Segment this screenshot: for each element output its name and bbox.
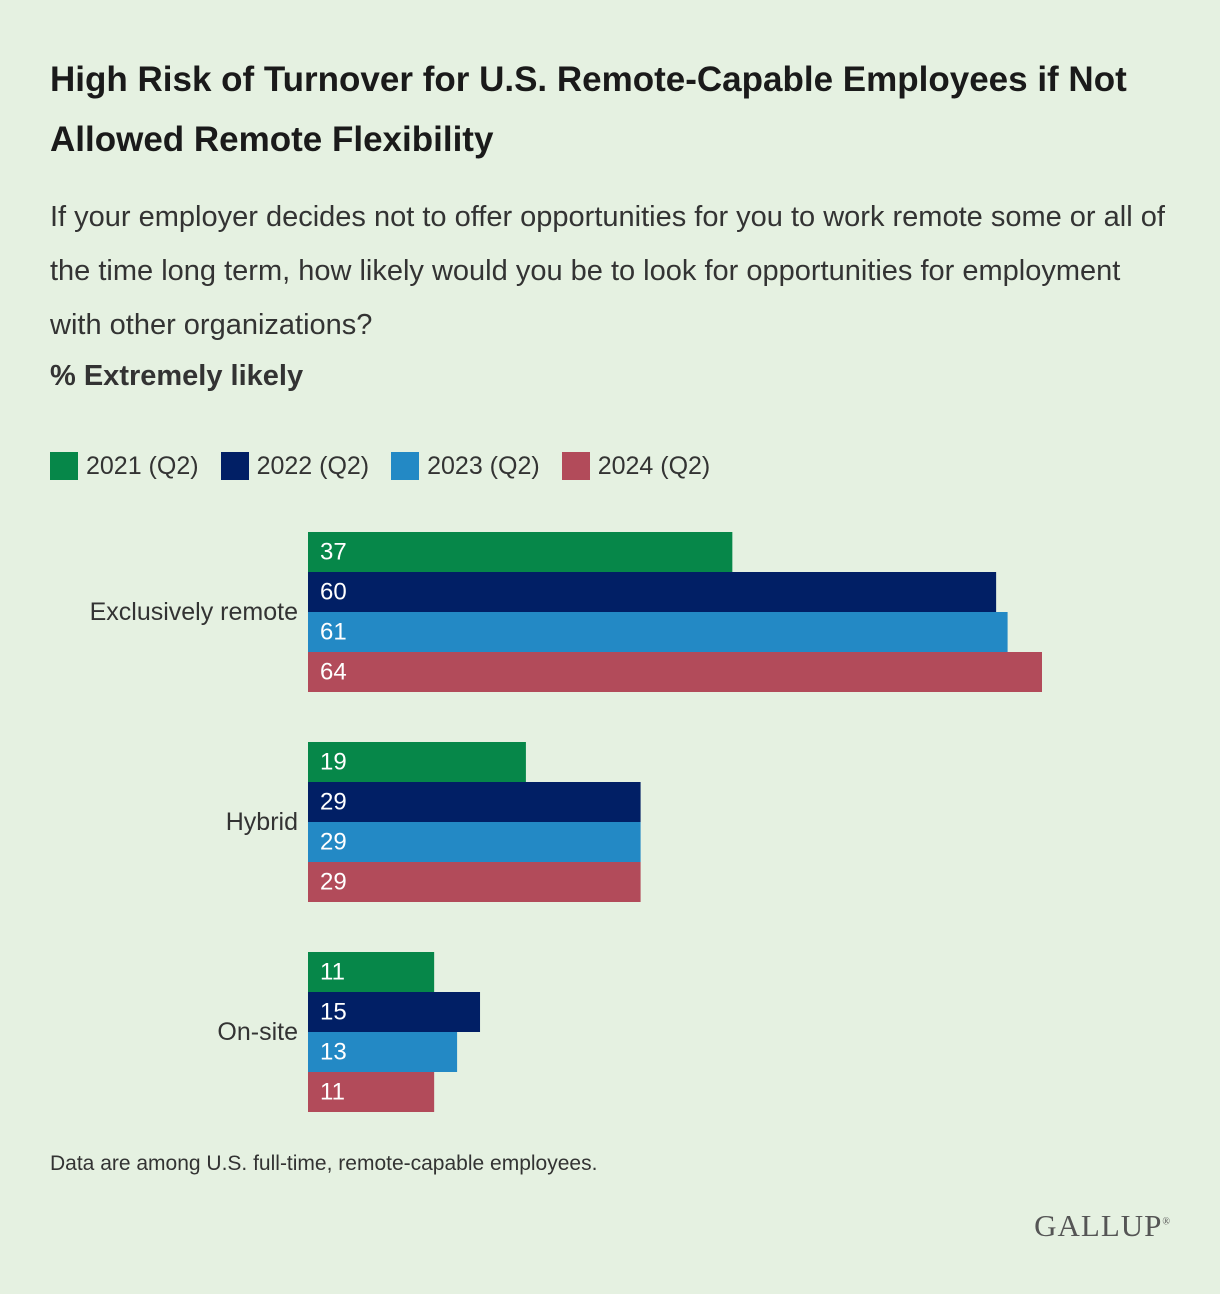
legend-swatch-2023 xyxy=(391,452,420,480)
bar-on-site-3 xyxy=(308,1072,435,1112)
bar-value-label: 64 xyxy=(320,659,347,686)
bar-value-label: 13 xyxy=(320,1039,347,1066)
bar-value-label: 29 xyxy=(320,869,347,896)
legend-item-2023: 2023 (Q2) xyxy=(391,452,540,481)
chart-title: High Risk of Turnover for U.S. Remote-Ca… xyxy=(50,60,1127,159)
bar-on-site-2 xyxy=(308,1032,458,1072)
unit-label: % Extremely likely xyxy=(50,360,304,392)
bar-exclusively-remote-0 xyxy=(308,532,733,572)
bar-value-label: 60 xyxy=(320,579,347,606)
bar-value-label: 19 xyxy=(320,749,347,776)
bar-value-label: 11 xyxy=(320,959,345,986)
bar-on-site-1 xyxy=(308,992,481,1032)
category-label-hybrid: Hybrid xyxy=(226,808,298,836)
bar-exclusively-remote-1 xyxy=(308,572,997,612)
footnote: Data are among U.S. full-time, remote-ca… xyxy=(50,1152,598,1175)
legend-label-2023: 2023 (Q2) xyxy=(427,451,540,480)
bar-value-label: 11 xyxy=(320,1079,345,1106)
logo-text: GALLUP xyxy=(1034,1208,1163,1243)
bar-exclusively-remote-2 xyxy=(308,612,1008,652)
registered-mark: ® xyxy=(1162,1216,1170,1228)
bar-exclusively-remote-3 xyxy=(308,652,1042,692)
legend-swatch-2021 xyxy=(50,452,78,480)
legend-swatch-2024 xyxy=(561,452,590,480)
bar-value-label: 29 xyxy=(320,829,347,856)
legend: 2021 (Q2) 2022 (Q2) 2023 (Q2) 2024 (Q2) xyxy=(50,448,732,484)
category-label-on-site: On-site xyxy=(217,1018,298,1046)
legend-item-2021: 2021 (Q2) xyxy=(50,452,199,481)
chart-subtitle: If your employer decides not to offer op… xyxy=(50,201,1165,341)
bar-value-label: 61 xyxy=(320,619,347,646)
bar-value-label: 15 xyxy=(320,999,347,1026)
bar-hybrid-2 xyxy=(308,822,641,862)
bar-value-label: 29 xyxy=(320,789,347,816)
legend-item-2024: 2024 (Q2) xyxy=(561,451,711,481)
legend-item-2022: 2022 (Q2) xyxy=(220,451,370,481)
legend-swatch-2022 xyxy=(220,452,249,480)
bar-on-site-0 xyxy=(308,952,435,992)
category-label-exclusively-remote: Exclusively remote xyxy=(90,598,298,626)
gallup-logo: GALLUP® xyxy=(1034,1208,1170,1244)
legend-label-2022: 2022 (Q2) xyxy=(256,451,370,480)
bar-value-label: 37 xyxy=(320,539,347,566)
bar-chart: Exclusively remote 37 60 61 64 Hybrid 19 29 29 29… xyxy=(90,532,1042,1112)
bar-hybrid-0 xyxy=(308,742,526,782)
bar-hybrid-1 xyxy=(308,782,641,822)
legend-label-2021: 2021 (Q2) xyxy=(86,451,199,480)
bar-hybrid-3 xyxy=(308,862,641,902)
legend-label-2024: 2024 (Q2) xyxy=(597,451,711,480)
